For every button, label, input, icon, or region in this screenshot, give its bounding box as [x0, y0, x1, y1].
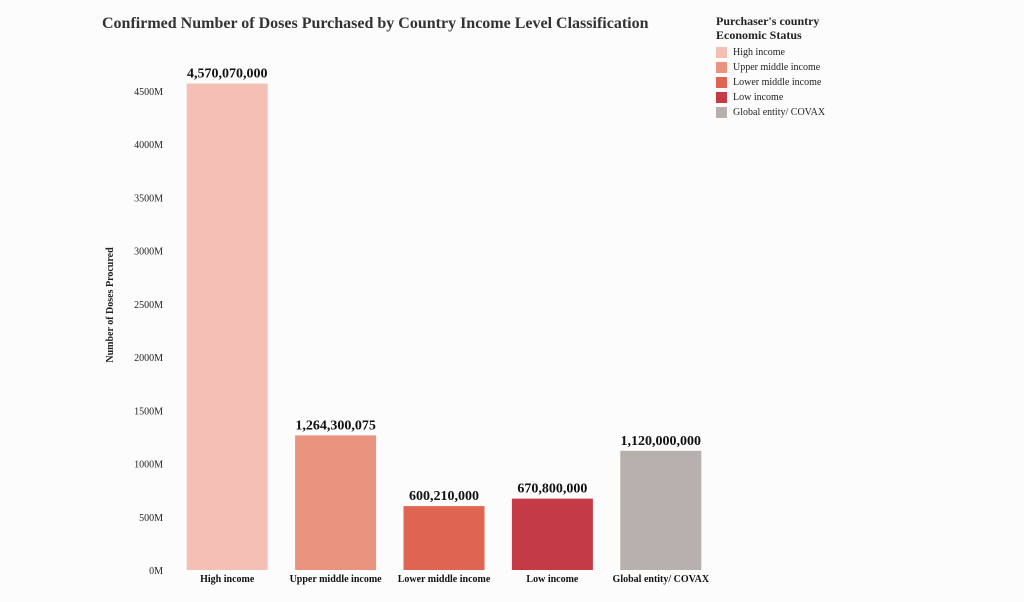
legend-item-lower-middle-income: Lower middle income — [716, 75, 825, 90]
y-tick-label: 3500M — [134, 193, 163, 204]
legend-label: Lower middle income — [733, 77, 822, 88]
y-tick-label: 2500M — [134, 300, 163, 311]
legend-item-upper-middle-income: Upper middle income — [716, 60, 825, 75]
x-tick-label: Global entity/ COVAX — [613, 574, 710, 585]
x-tick-label: Upper middle income — [290, 574, 383, 585]
legend-swatch — [716, 77, 727, 88]
legend-swatch — [716, 92, 727, 103]
legend-title-line-1: Purchaser's country — [716, 14, 820, 28]
legend-label: Upper middle income — [733, 62, 821, 73]
legend-item-global-entity: Global entity/ COVAX — [716, 105, 825, 120]
bar — [295, 435, 377, 570]
legend-title-line-2: Economic Status — [716, 28, 802, 42]
bar — [620, 450, 702, 570]
bar — [403, 506, 485, 570]
legend-label: Low income — [733, 92, 784, 103]
legend-swatch — [716, 47, 727, 58]
y-tick-label: 4500M — [134, 87, 163, 98]
legend-swatch — [716, 62, 727, 73]
y-tick-label: 3000M — [134, 247, 163, 258]
data-label: 1,264,300,075 — [295, 418, 376, 433]
y-tick-label: 2000M — [134, 353, 163, 364]
legend-label: Global entity/ COVAX — [733, 107, 826, 118]
chart-title: Confirmed Number of Doses Purchased by C… — [102, 15, 649, 32]
data-label: 600,210,000 — [409, 489, 479, 504]
bar — [186, 83, 268, 570]
x-tick-label: Lower middle income — [398, 574, 491, 585]
legend-item-low-income: Low income — [716, 90, 825, 105]
x-tick-label: Low income — [526, 574, 579, 585]
data-label: 670,800,000 — [517, 482, 587, 497]
x-tick-label: High income — [200, 574, 255, 585]
legend-swatch — [716, 107, 727, 118]
legend-title: Purchaser's country Economic Status — [716, 14, 825, 42]
y-tick-label: 0M — [149, 566, 163, 577]
y-tick-label: 1000M — [134, 460, 163, 471]
y-tick-label: 4000M — [134, 140, 163, 151]
data-label: 1,120,000,000 — [621, 434, 702, 449]
y-axis-label: Number of Doses Procured — [105, 247, 116, 363]
legend-item-high-income: High income — [716, 45, 825, 60]
legend-label: High income — [733, 47, 785, 58]
y-tick-label: 1500M — [134, 406, 163, 417]
y-tick-label: 500M — [139, 513, 163, 524]
data-label: 4,570,070,000 — [187, 67, 268, 82]
legend: Purchaser's country Economic Status High… — [716, 14, 825, 120]
bar — [511, 498, 593, 570]
